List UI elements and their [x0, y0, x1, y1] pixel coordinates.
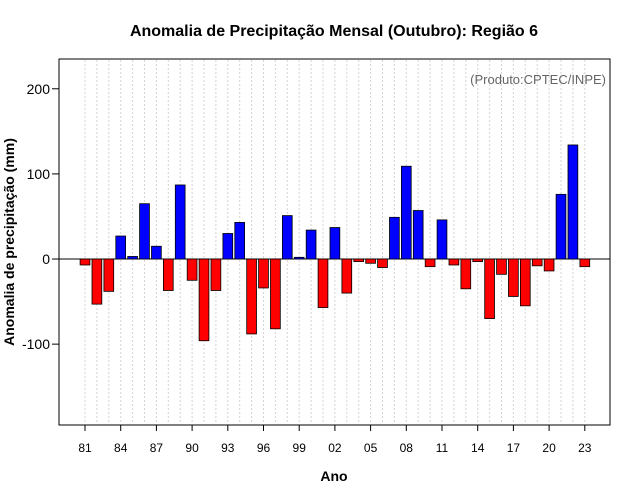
- bar-1999: [293, 256, 305, 260]
- bar-2015: [484, 258, 495, 319]
- y-axis: -100 0 100 200: [22, 81, 59, 352]
- bar-1989: [174, 184, 186, 260]
- bar-2014: [472, 258, 483, 262]
- bar-1997: [270, 258, 281, 330]
- x-tick-label: 05: [364, 441, 378, 455]
- bar-1986: [139, 203, 150, 260]
- bar-1983: [103, 258, 115, 292]
- bar-2018: [520, 258, 531, 307]
- x-tick-label: 23: [578, 441, 592, 455]
- bar-2005: [365, 258, 376, 264]
- bar-2004: [353, 258, 364, 262]
- credit-text: (Produto:CPTEC/INPE): [470, 72, 606, 87]
- bar-2011: [436, 219, 448, 260]
- bar-2019: [531, 258, 543, 267]
- bar-2006: [377, 258, 388, 268]
- x-axis: 81 84 87 90 93 96 99 02 05 08 11 14 17 20 23: [78, 425, 592, 455]
- bar-1998: [281, 215, 293, 260]
- x-tick-label: 02: [328, 441, 342, 455]
- bar-2020: [543, 258, 555, 272]
- bar-1987: [151, 245, 162, 260]
- bar-2008: [400, 165, 412, 260]
- bar-2022: [567, 144, 579, 260]
- bar-1991: [198, 258, 210, 342]
- bar-1990: [186, 258, 198, 281]
- bar-1985: [127, 256, 138, 260]
- bar-2002: [329, 227, 341, 260]
- x-tick-label: 20: [542, 441, 556, 455]
- bar-2016: [496, 258, 507, 275]
- bar-1988: [162, 258, 174, 291]
- bar-2001: [317, 258, 329, 308]
- bar-1992: [210, 258, 222, 291]
- x-tick-label: 81: [78, 441, 92, 455]
- bar-2012: [448, 258, 460, 266]
- x-tick-label: 90: [185, 441, 199, 455]
- bar-2010: [424, 258, 436, 268]
- bar-1993: [222, 233, 234, 260]
- bar-1994: [234, 222, 246, 260]
- bar-2021: [555, 193, 567, 260]
- bar-1981: [79, 258, 91, 266]
- x-tick-label: 08: [400, 441, 414, 455]
- grid-layer: [84, 60, 586, 424]
- y-tick-label: 200: [27, 81, 51, 97]
- x-tick-label: 99: [293, 441, 307, 455]
- bar-2013: [460, 258, 472, 290]
- y-tick-label: 0: [42, 251, 50, 267]
- bar-2023: [579, 258, 591, 268]
- bar-2017: [508, 258, 519, 297]
- bar-2007: [389, 216, 400, 260]
- x-tick-label: 14: [471, 441, 485, 455]
- x-axis-title: Ano: [320, 468, 347, 484]
- bar-1982: [91, 258, 103, 305]
- x-tick-label: 17: [507, 441, 521, 455]
- x-tick-label: 11: [436, 441, 449, 455]
- bar-1995: [246, 258, 257, 335]
- x-tick-label: 87: [150, 441, 164, 455]
- x-tick-label: 93: [221, 441, 235, 455]
- bars-layer: [79, 144, 591, 342]
- bar-1984: [115, 235, 127, 260]
- bar-2003: [341, 258, 353, 294]
- x-tick-label: 96: [257, 441, 271, 455]
- y-axis-title: Anomalia de precipitação (mm): [1, 138, 17, 346]
- y-tick-label: -100: [22, 336, 50, 352]
- bar-2000: [305, 229, 317, 260]
- bar-1996: [258, 258, 269, 289]
- chart-title: Anomalia de Precipitação Mensal (Outubro…: [130, 23, 538, 40]
- bar-2009: [412, 210, 424, 260]
- x-tick-label: 84: [114, 441, 128, 455]
- y-tick-label: 100: [27, 166, 51, 182]
